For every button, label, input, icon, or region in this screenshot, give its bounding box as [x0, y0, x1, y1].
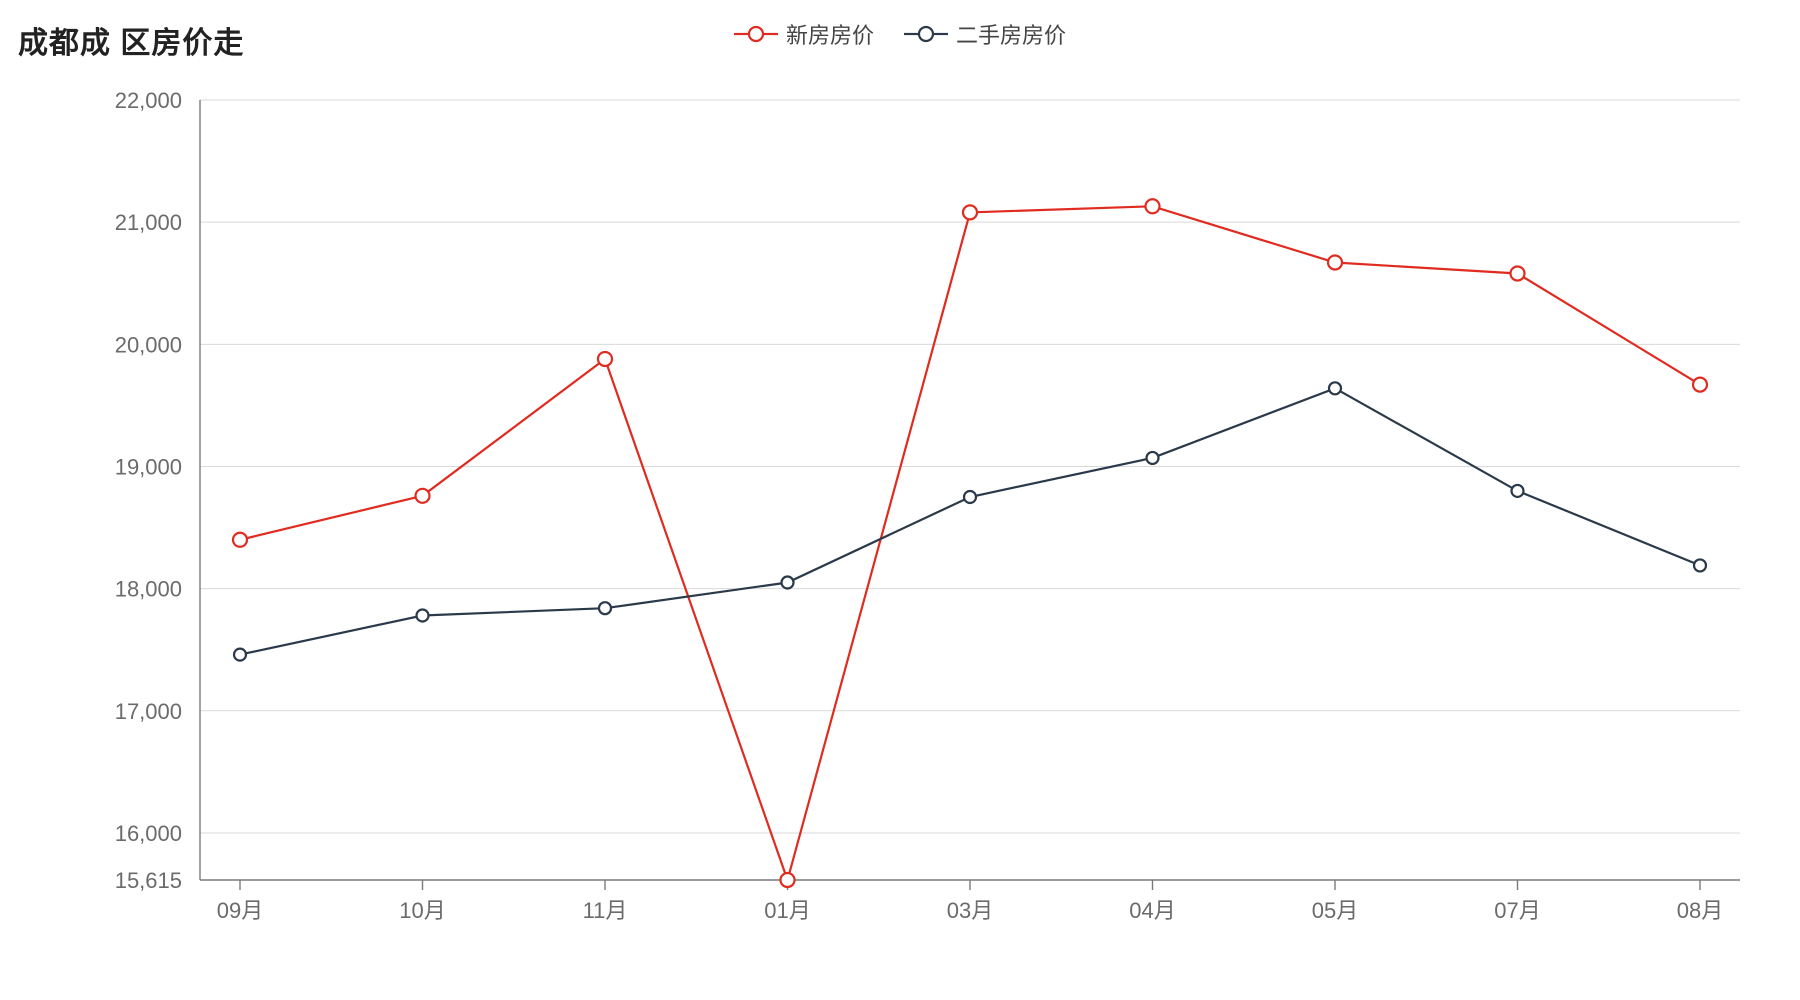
series-line [240, 206, 1700, 880]
data-point [963, 205, 977, 219]
data-point [1693, 378, 1707, 392]
x-tick-label: 01月 [764, 898, 810, 923]
data-point [1329, 382, 1341, 394]
y-tick-label: 20,000 [115, 332, 182, 357]
y-tick-label: 15,615 [115, 868, 182, 893]
x-tick-label: 11月 [583, 898, 628, 923]
y-tick-label: 17,000 [115, 699, 182, 724]
data-point [1512, 485, 1524, 497]
data-point [234, 649, 246, 661]
x-tick-label: 07月 [1494, 898, 1540, 923]
data-point [598, 352, 612, 366]
y-tick-label: 22,000 [115, 88, 182, 113]
y-tick-label: 21,000 [115, 210, 182, 235]
data-point [1147, 452, 1159, 464]
x-tick-label: 09月 [217, 898, 263, 923]
y-tick-label: 19,000 [115, 454, 182, 479]
data-point [417, 610, 429, 622]
series-line [240, 388, 1700, 654]
y-tick-label: 18,000 [115, 577, 182, 602]
data-point [1511, 266, 1525, 280]
y-tick-label: 16,000 [115, 821, 182, 846]
data-point [1146, 199, 1160, 213]
line-chart: 15,615 16,000 17,000 18,000 19,000 20,000 21,0… [0, 0, 1800, 1000]
x-tick-label: 08月 [1677, 898, 1723, 923]
data-point [416, 489, 430, 503]
data-point [964, 491, 976, 503]
x-tick-label: 04月 [1129, 898, 1175, 923]
data-point [781, 873, 795, 887]
x-tick-label: 03月 [947, 898, 993, 923]
data-point [1328, 255, 1342, 269]
data-point [233, 533, 247, 547]
data-point [782, 577, 794, 589]
data-point [1694, 559, 1706, 571]
data-point [599, 602, 611, 614]
x-tick-label: 10月 [399, 898, 445, 923]
x-tick-label: 05月 [1312, 898, 1358, 923]
